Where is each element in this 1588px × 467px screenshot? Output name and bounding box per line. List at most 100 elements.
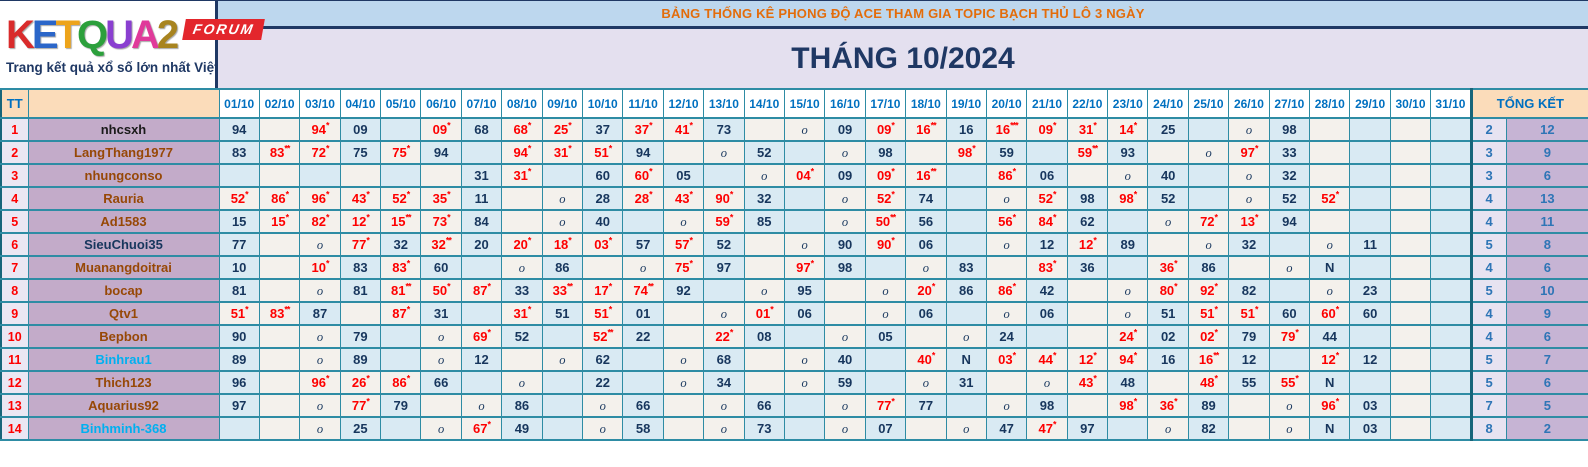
day-cell: o [420, 416, 462, 441]
day-value: 97* [796, 258, 814, 275]
day-value: N [1325, 420, 1335, 436]
day-value: 16 [1160, 351, 1176, 367]
day-value: 60 [595, 167, 610, 183]
day-value: o [316, 237, 324, 252]
summary-value-2: 10 [1505, 278, 1588, 303]
day-cell: 66 [622, 393, 664, 418]
day-value: 26* [351, 373, 370, 390]
day-value: 90* [715, 189, 733, 206]
day-value: 77* [876, 396, 895, 413]
day-value: 52 [514, 328, 530, 344]
day-cell: 44* [1026, 347, 1068, 372]
day-value: 16** [1198, 350, 1219, 367]
day-cell: 51 [541, 301, 584, 326]
day-value: o [1245, 168, 1253, 183]
day-cell [460, 255, 503, 280]
day-cell: o [662, 370, 705, 395]
day-cell [864, 347, 907, 372]
day-cell: 16** [1187, 347, 1230, 372]
day-value: 59 [999, 144, 1014, 160]
day-cell: o [460, 393, 503, 418]
day-cell: o [1107, 301, 1149, 326]
summary-value-2: 7 [1505, 347, 1588, 372]
day-cell [1107, 209, 1149, 234]
member-name: Thich123 [27, 370, 220, 395]
day-cell [743, 370, 785, 395]
day-value: 84* [1038, 212, 1057, 229]
summary-value-2: 8 [1505, 232, 1588, 257]
day-value: 36 [1080, 259, 1095, 275]
day-value: 96 [231, 374, 247, 390]
day-cell [299, 163, 341, 188]
day-value: o [639, 260, 647, 275]
day-cell [905, 416, 947, 441]
day-cell: 44 [1309, 324, 1351, 349]
day-cell: 94 [218, 117, 260, 142]
day-value: 98 [878, 144, 893, 160]
day-cell: 06 [1026, 163, 1068, 188]
day-value: N [1325, 259, 1335, 275]
date-column-header: 25/10 [1187, 88, 1230, 119]
day-value: o [1165, 214, 1172, 229]
day-cell [1389, 393, 1432, 418]
day-cell: 73 [703, 117, 745, 142]
day-value: 98* [957, 143, 976, 160]
day-cell: 97 [1066, 416, 1109, 441]
day-cell [1389, 232, 1432, 257]
day-cell: 90 [218, 324, 260, 349]
day-value: 52** [592, 327, 613, 344]
day-value: 10 [231, 259, 247, 275]
day-cell [582, 255, 624, 280]
logo-tagline: Trang kết quả xổ số lớn nhất Việt Nam [6, 59, 252, 75]
day-cell [783, 416, 826, 441]
day-value: 79 [393, 397, 408, 413]
day-cell: 37 [582, 117, 624, 142]
day-value: 94 [231, 121, 247, 137]
day-value: 09 [353, 121, 368, 137]
day-value: 86 [514, 397, 530, 413]
day-value: o [841, 191, 849, 206]
day-cell: 02* [1187, 324, 1230, 349]
day-cell [258, 347, 301, 372]
day-cell: 20 [460, 232, 503, 257]
day-value: 96* [311, 189, 329, 206]
day-cell: o [541, 209, 584, 234]
day-cell: 52 [1268, 186, 1311, 211]
day-value: 52 [1160, 190, 1176, 206]
day-cell [258, 163, 301, 188]
day-cell [864, 370, 907, 395]
day-value: 03 [1362, 420, 1378, 436]
day-cell: 28* [622, 186, 664, 211]
day-cell: 98 [864, 140, 907, 165]
day-cell: 42 [1026, 278, 1068, 303]
day-cell: 66 [743, 393, 785, 418]
day-cell [1349, 163, 1391, 188]
day-cell: 24 [985, 324, 1028, 349]
day-cell [1349, 140, 1391, 165]
date-column-header: 21/10 [1026, 88, 1068, 119]
day-value: o [720, 145, 727, 160]
row-number: 4 [0, 186, 29, 211]
date-column-header: 07/10 [460, 88, 503, 119]
date-column-header: 08/10 [501, 88, 543, 119]
day-cell: N [1309, 416, 1351, 441]
day-cell: 16 [945, 117, 987, 142]
month-title: THÁNG 10/2024 [218, 29, 1588, 88]
day-value: 98 [1039, 397, 1055, 413]
day-cell: 52* [218, 186, 260, 211]
day-value: 82 [1241, 282, 1257, 298]
row-number: 13 [0, 393, 29, 418]
day-value: o [1245, 122, 1253, 137]
day-value: 51* [230, 304, 249, 321]
day-cell [1430, 163, 1472, 188]
day-cell [945, 301, 987, 326]
day-value: 86 [555, 259, 570, 275]
day-cell [1066, 324, 1109, 349]
day-cell: o [299, 232, 341, 257]
day-value: 24 [999, 328, 1014, 344]
day-value: 11 [1363, 236, 1377, 252]
day-cell [945, 232, 987, 257]
date-column-header: 19/10 [945, 88, 987, 119]
day-cell: 98* [1107, 393, 1149, 418]
day-cell: 98* [945, 140, 987, 165]
